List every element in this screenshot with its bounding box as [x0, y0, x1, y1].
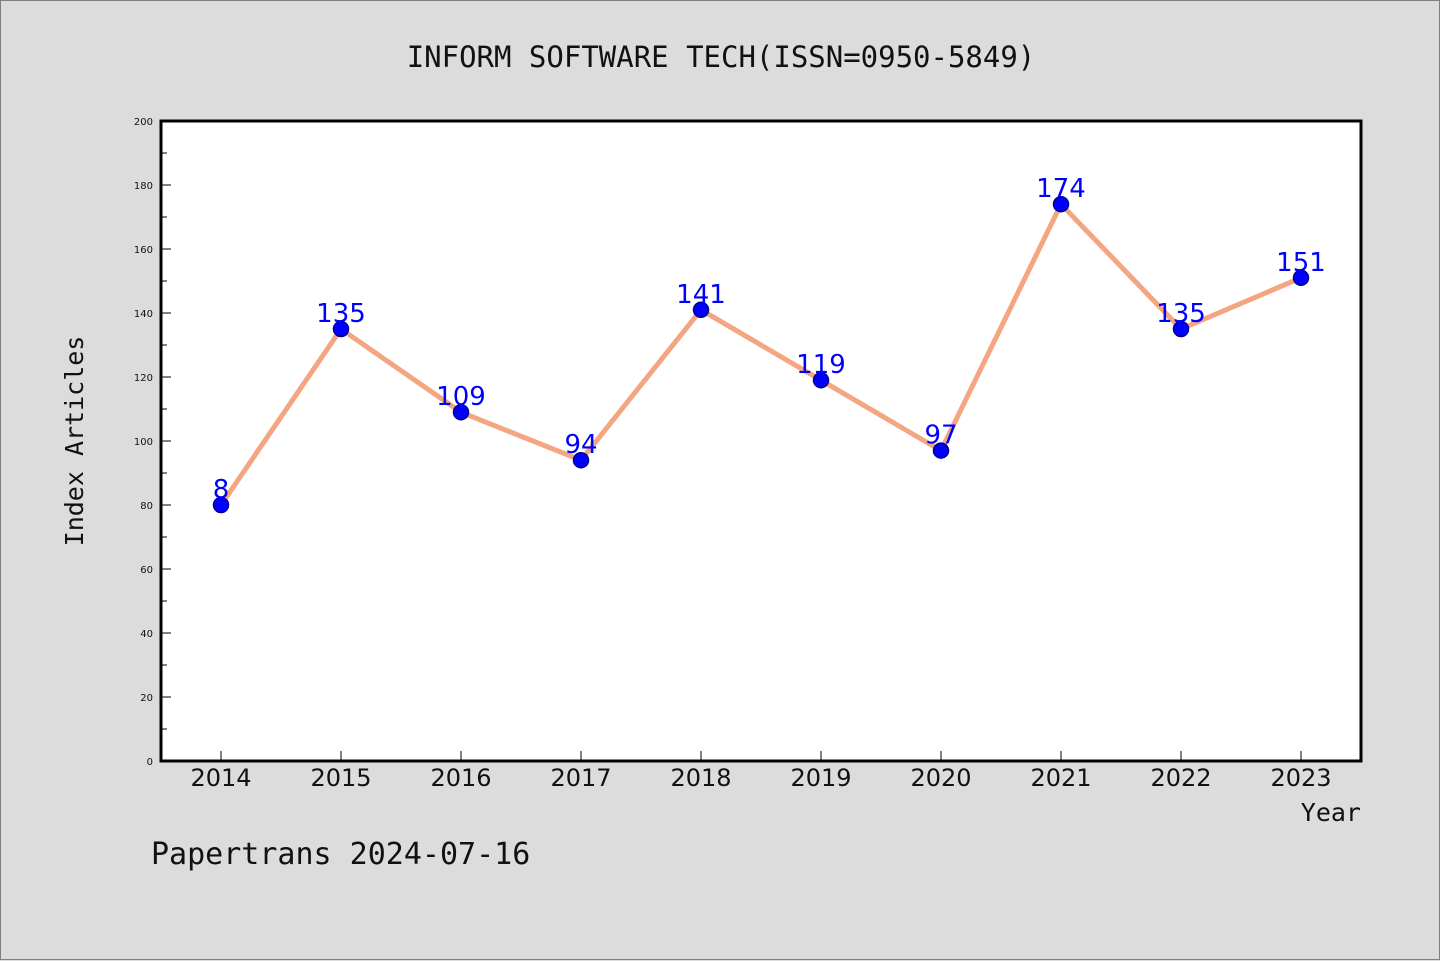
x-tick-label: 2019	[790, 764, 851, 792]
data-point	[572, 451, 590, 469]
x-tick-label: 2022	[1150, 764, 1211, 792]
series-line	[218, 201, 1304, 508]
x-tick-label: 2014	[190, 764, 251, 792]
data-point	[812, 371, 830, 389]
y-tick-label: 140	[134, 309, 153, 320]
y-tick-label: 80	[140, 501, 153, 512]
data-point	[212, 496, 230, 514]
y-tick-label: 40	[140, 629, 153, 640]
y-tick-label: 100	[134, 437, 153, 448]
x-tick-label: 2023	[1270, 764, 1331, 792]
x-axis-label: Year	[1301, 798, 1361, 827]
data-label: 97	[924, 421, 957, 451]
data-label: 135	[316, 299, 366, 329]
data-label: 94	[564, 430, 597, 460]
y-tick-label: 20	[140, 693, 153, 704]
y-tick-label: 180	[134, 181, 153, 192]
tick-marks: 0 20 40 60 80 100 120 140 160 180 200 2014 2015 2016 2…	[134, 117, 1332, 792]
data-label: 109	[436, 382, 486, 412]
x-tick-label: 2015	[310, 764, 371, 792]
x-tick-label: 2017	[550, 764, 611, 792]
data-point	[332, 320, 350, 338]
data-point	[1052, 195, 1070, 213]
y-tick-label: 200	[134, 117, 153, 128]
data-label: 119	[796, 350, 846, 380]
data-points	[212, 195, 1310, 514]
data-labels: 8 135 109 94 141 119 97 174 135 151	[213, 174, 1326, 505]
data-point	[1292, 269, 1310, 287]
x-tick-label: 2020	[910, 764, 971, 792]
data-point	[1172, 320, 1190, 338]
data-label: 8	[213, 475, 230, 505]
y-tick-label: 60	[140, 565, 153, 576]
data-point	[692, 301, 710, 319]
y-tick-label: 120	[134, 373, 153, 384]
footer-credit: Papertrans 2024-07-16	[151, 837, 530, 872]
chart-title: INFORM SOFTWARE TECH(ISSN=0950-5849)	[407, 40, 1036, 74]
plot-frame	[159, 119, 1363, 763]
x-tick-label: 2018	[670, 764, 731, 792]
data-label: 141	[676, 280, 726, 310]
data-label: 151	[1276, 248, 1326, 278]
x-tick-label: 2021	[1030, 764, 1091, 792]
y-axis-label: Index Articles	[60, 336, 89, 547]
x-tick-label: 2016	[430, 764, 491, 792]
data-label: 135	[1156, 299, 1206, 329]
y-tick-label: 0	[147, 757, 153, 768]
data-point	[932, 442, 950, 459]
y-tick-label: 160	[134, 245, 153, 256]
data-point	[452, 403, 470, 421]
data-label: 174	[1036, 174, 1086, 204]
plot-area	[161, 121, 1361, 761]
series-line-group	[218, 201, 1304, 508]
